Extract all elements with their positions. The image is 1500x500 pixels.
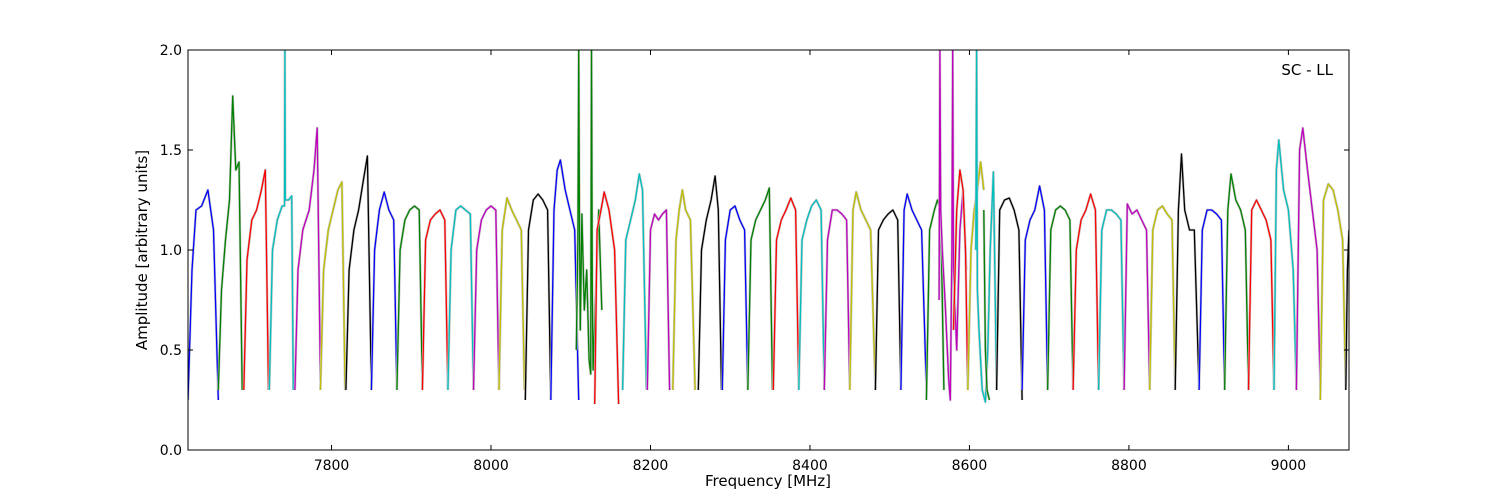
series-line-6 [345, 155, 373, 391]
chart-annotation: SC - LL [1281, 61, 1333, 79]
series-line-28 [900, 193, 928, 391]
series-line-23 [772, 197, 800, 391]
series-line-18 [646, 209, 671, 391]
series-line-4 [294, 127, 322, 391]
x-tick-label: 8400 [792, 458, 828, 474]
series-line-42 [1174, 153, 1200, 391]
series-line-34 [983, 209, 991, 401]
series-line-22 [747, 187, 774, 391]
series-line-35 [995, 197, 1023, 401]
series-line-40 [1123, 203, 1151, 391]
series-line-14 [550, 159, 580, 401]
series-line-2 [243, 169, 270, 391]
x-tick-label: 8200 [633, 458, 669, 474]
x-tick-label: 8800 [1111, 458, 1147, 474]
series-line-17 [621, 173, 648, 391]
series-layer [188, 50, 1349, 405]
series-line-24 [798, 199, 825, 391]
series-line-39 [1097, 209, 1125, 391]
series-line-7 [370, 191, 398, 391]
y-tick-label: 1.0 [160, 243, 182, 259]
y-tick-label: 1.5 [160, 143, 182, 159]
series-line-38 [1072, 193, 1100, 391]
y-axis-label: Amplitude [arbitrary units] [133, 150, 151, 350]
series-line-45 [1247, 199, 1275, 391]
series-line-12 [498, 197, 526, 391]
series-line-41 [1149, 205, 1176, 391]
x-axis-label: Frequency [MHz] [705, 472, 831, 490]
series-line-8 [396, 205, 424, 391]
series-line-3 [268, 50, 294, 391]
series-line-47 [1295, 127, 1321, 391]
series-line-31 [952, 169, 969, 391]
x-tick-label: 8600 [952, 458, 988, 474]
series-line-21 [721, 205, 749, 391]
series-line-9 [421, 209, 449, 391]
series-line-33 [975, 50, 998, 403]
series-line-43 [1198, 209, 1226, 391]
series-line-19 [672, 189, 696, 391]
series-line-1 [217, 95, 243, 391]
series-line-11 [472, 205, 500, 391]
series-line-27 [874, 209, 902, 391]
x-tick-label: 7800 [314, 458, 350, 474]
series-line-10 [447, 205, 475, 391]
series-line-5 [319, 181, 346, 391]
series-line-26 [849, 191, 877, 391]
series-line-36 [1021, 185, 1049, 391]
series-line-16 [594, 191, 620, 405]
series-line-48 [1319, 183, 1347, 401]
series-line-20 [697, 175, 723, 391]
series-line-30 [938, 50, 967, 401]
series-line-44 [1223, 173, 1250, 391]
x-tick-label: 9000 [1271, 458, 1307, 474]
series-line-15 [575, 50, 603, 375]
tick-layer: 7800 8000 8200 8400 8600 8800 9000 0.0 0.5 1.0 1.5… [160, 43, 1349, 474]
series-line-46 [1273, 139, 1298, 391]
y-tick-label: 0.0 [160, 443, 182, 459]
x-tick-label: 8000 [473, 458, 509, 474]
y-tick-label: 2.0 [160, 43, 182, 59]
y-tick-label: 0.5 [160, 343, 182, 359]
series-line-13 [524, 193, 552, 401]
series-line-0 [188, 189, 219, 401]
series-line-37 [1046, 205, 1074, 391]
series-line-25 [823, 209, 851, 391]
